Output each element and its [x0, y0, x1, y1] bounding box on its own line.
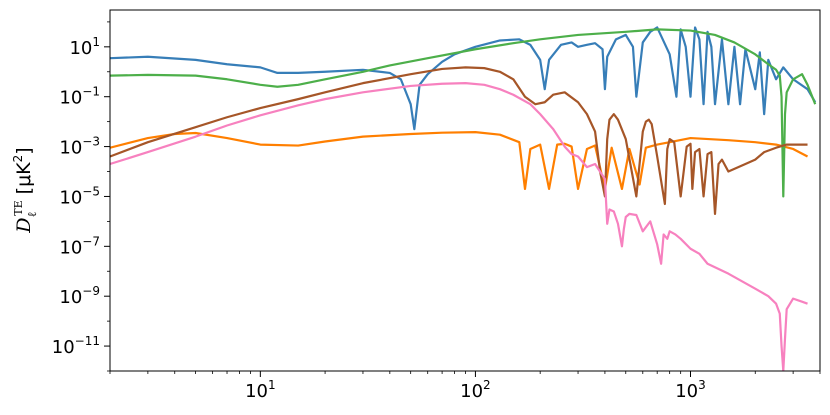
y-tick-label-7: 10−11 — [52, 334, 100, 358]
y-tick-label-1: 101 — [69, 35, 100, 59]
y-axis-label-unit: [μK — [13, 162, 35, 195]
y-axis-label: DℓTE [μK2] — [11, 147, 39, 233]
y-tick-label-2: 10−1 — [59, 85, 100, 109]
series-layer — [110, 26, 817, 371]
axis-layer: 101 102 103 101 10−1 10−3 10−5 10−7 10−9 10−11 — [52, 21, 821, 402]
series-line-5 — [110, 82, 808, 371]
y-axis-label-superscript: TE — [12, 200, 25, 215]
x-tick-label-1: 101 — [245, 378, 276, 402]
y-axis-label-unit-close: ] — [13, 147, 35, 154]
y-tick-label-5: 10−7 — [59, 234, 100, 258]
y-axis-label-subscript: ℓ — [25, 211, 39, 217]
y-axis-label-unit-power: 2 — [11, 155, 25, 163]
series-line-4 — [110, 66, 808, 215]
plot-frame — [109, 9, 821, 372]
y-axis-label-symbol: D — [13, 217, 35, 233]
series-line-3 — [110, 28, 817, 198]
y-tick-label-4: 10−5 — [59, 184, 100, 208]
x-tick-label-3: 103 — [675, 378, 706, 402]
y-tick-label-6: 10−9 — [59, 284, 100, 308]
x-tick-label-2: 102 — [460, 378, 491, 402]
series-line-1 — [110, 131, 809, 191]
y-tick-label-3: 10−3 — [59, 135, 100, 159]
series-line-2 — [110, 26, 817, 131]
